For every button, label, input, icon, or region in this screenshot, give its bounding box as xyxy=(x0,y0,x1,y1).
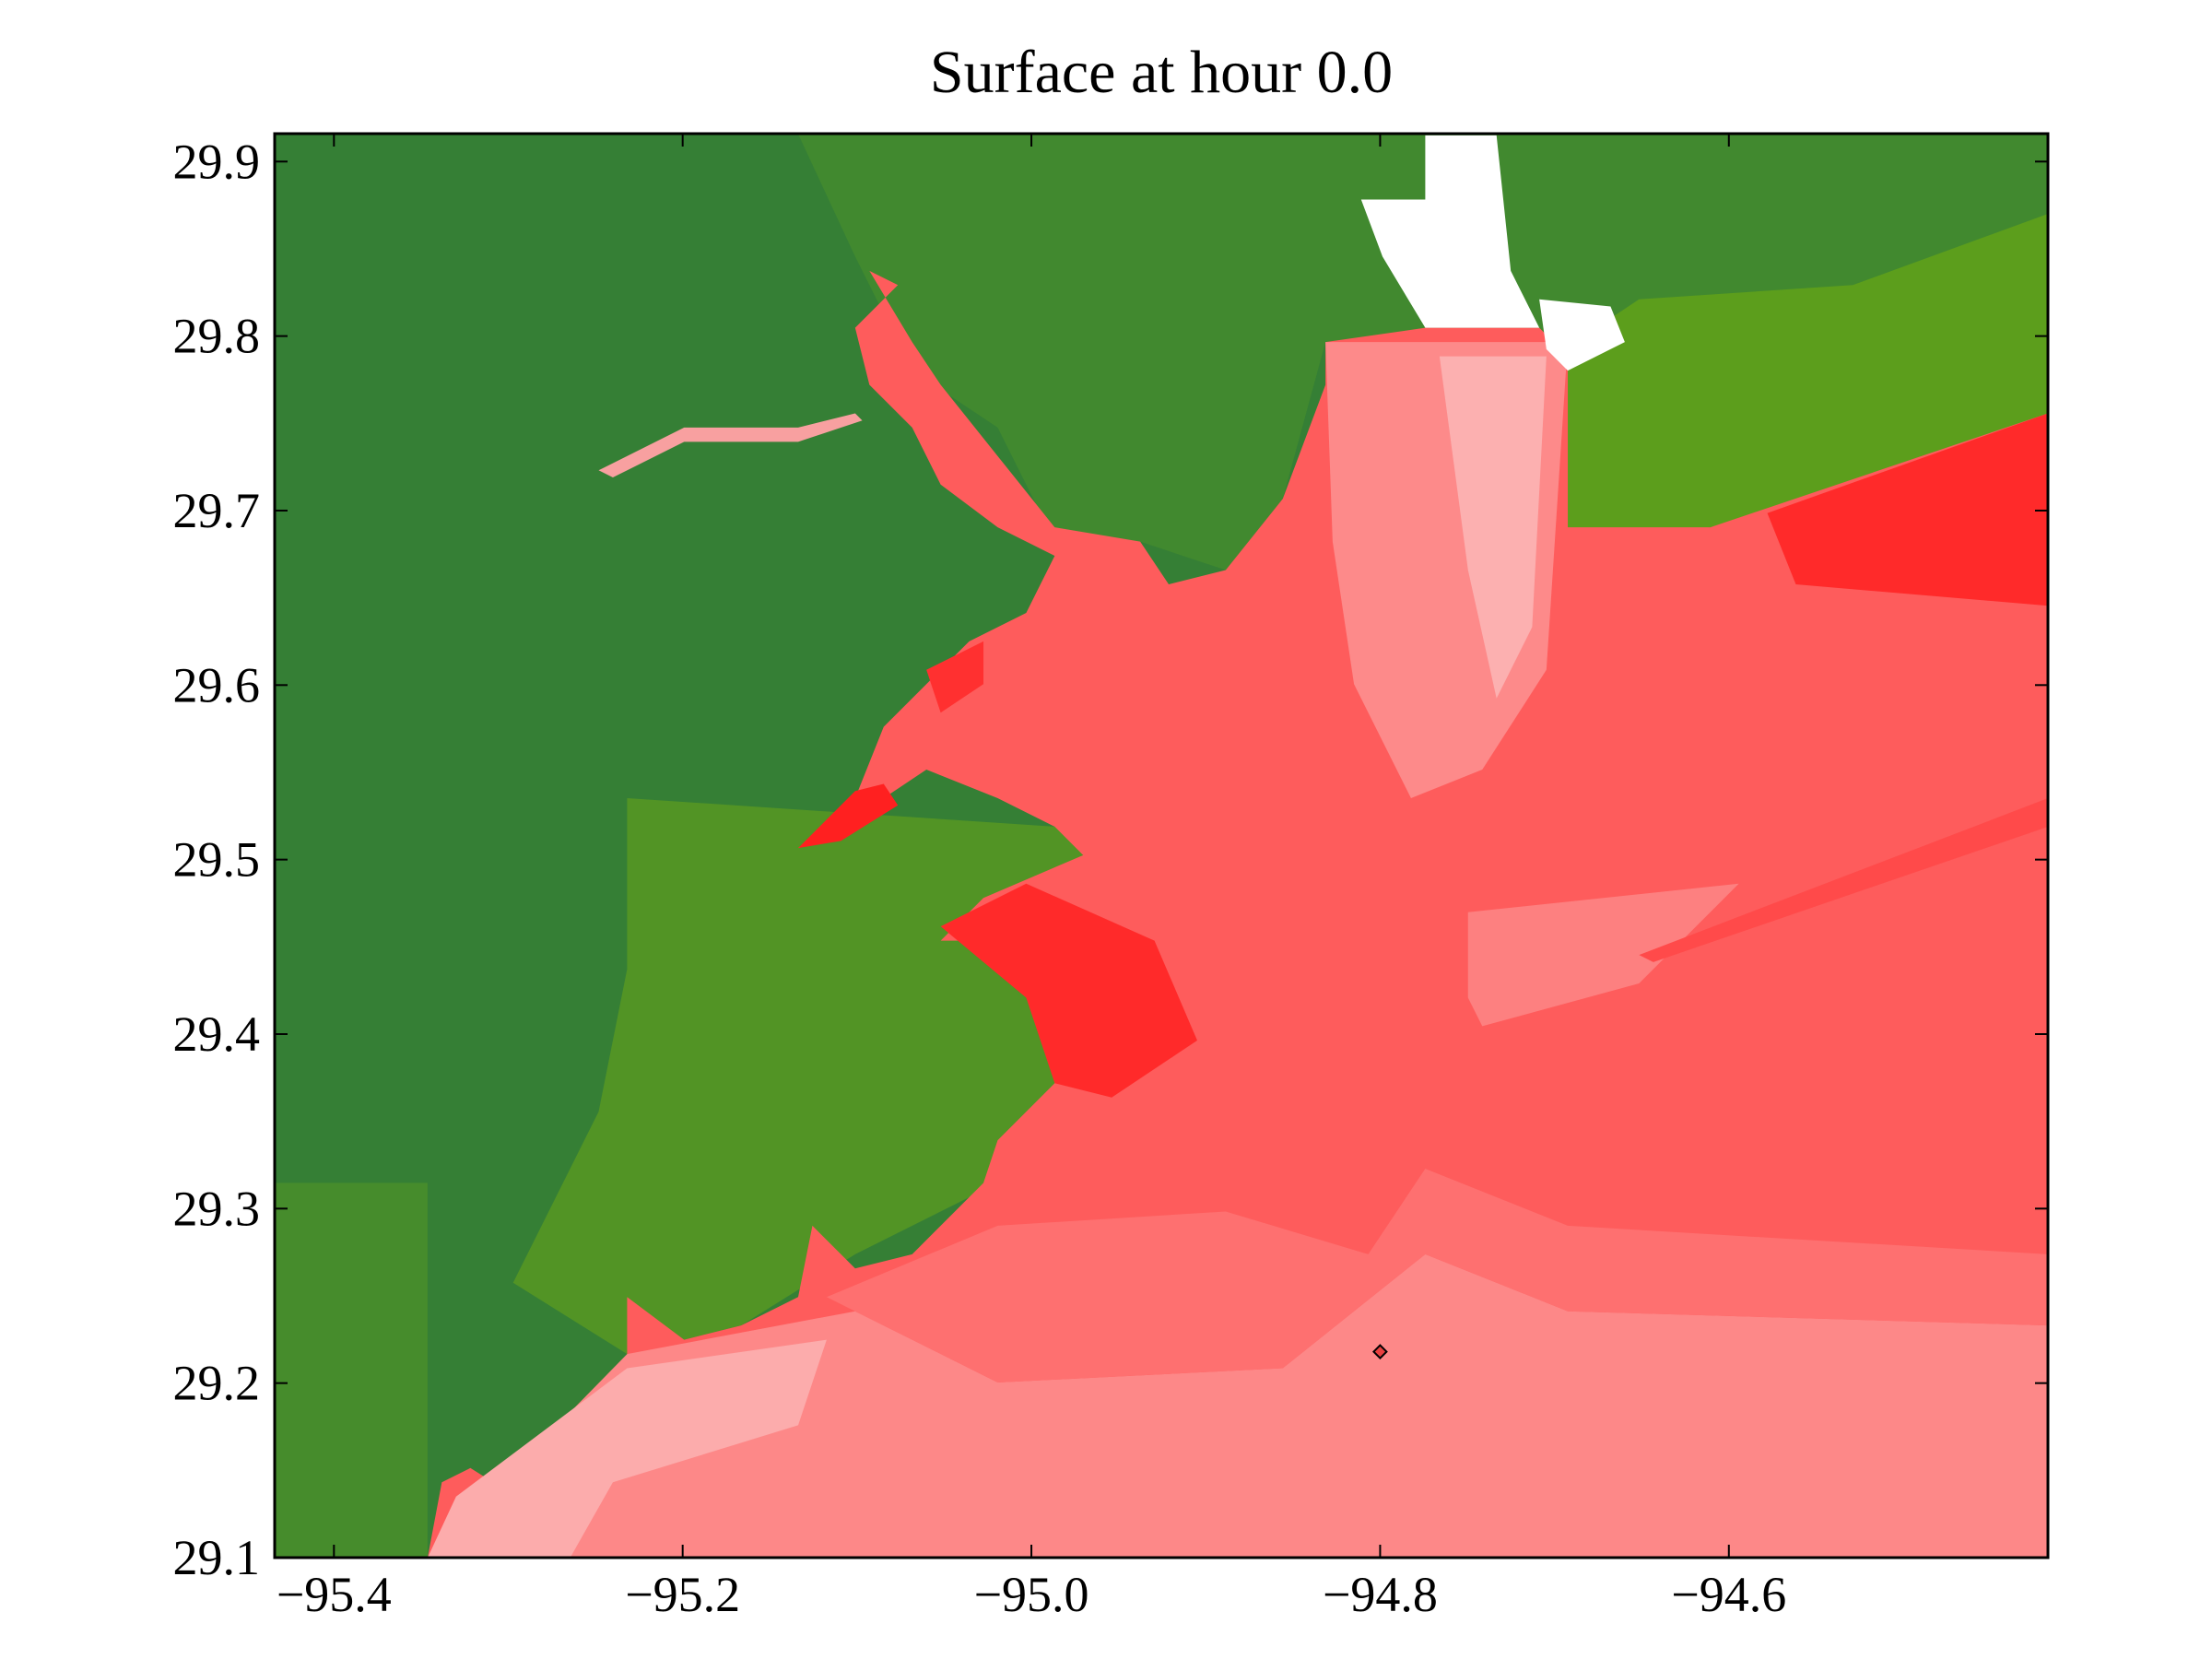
plume xyxy=(428,1253,2048,1558)
plume xyxy=(1467,883,1739,1027)
y-tick-label: 29.4 xyxy=(173,1006,261,1062)
x-tick-label: −94.8 xyxy=(1323,1567,1438,1622)
x-tick-label: −95.4 xyxy=(276,1567,392,1622)
high-water xyxy=(940,883,1197,1098)
land-low xyxy=(275,1182,428,1558)
x-tick-label: −95.0 xyxy=(974,1567,1089,1622)
plume xyxy=(1439,356,1547,699)
channel xyxy=(598,413,863,478)
plot-frame xyxy=(273,132,2050,1559)
chart-title: Surface at hour 0.0 xyxy=(930,39,1393,106)
high-water xyxy=(1639,798,2048,962)
surface-field xyxy=(275,134,2048,1558)
y-tick-label: 29.5 xyxy=(173,832,261,888)
y-tick-label: 29.6 xyxy=(173,657,261,712)
plume xyxy=(826,1169,2048,1383)
y-tick-label: 29.9 xyxy=(173,134,261,189)
y-tick-label: 29.8 xyxy=(173,309,261,364)
y-tick-label: 29.7 xyxy=(173,483,261,538)
dry-region xyxy=(1360,135,1540,328)
dry-region xyxy=(1539,299,1625,371)
y-tick-label: 29.2 xyxy=(173,1356,261,1411)
plume xyxy=(428,1339,827,1558)
x-tick-label: −95.2 xyxy=(625,1567,740,1622)
high-water xyxy=(926,641,984,713)
y-tick-label: 29.3 xyxy=(173,1181,261,1236)
y-tick-label: 29.1 xyxy=(173,1530,261,1585)
high-water xyxy=(1767,413,2048,606)
gauge-marker xyxy=(1372,1344,1388,1359)
high-water xyxy=(797,783,899,849)
x-tick-label: −94.6 xyxy=(1671,1567,1786,1622)
